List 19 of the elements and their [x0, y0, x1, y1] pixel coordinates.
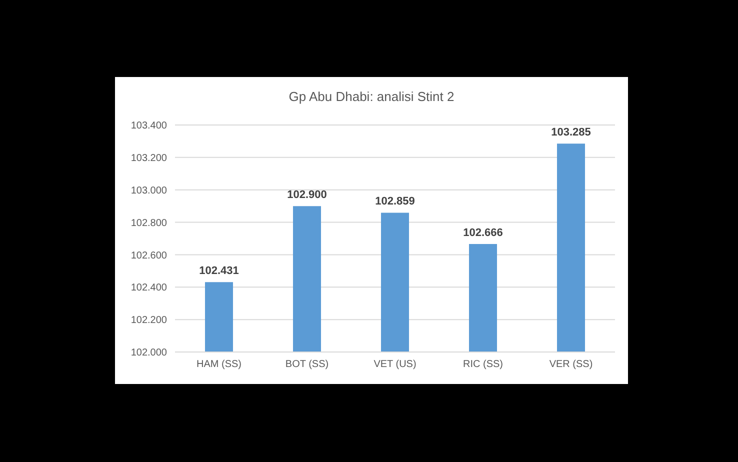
x-tick-label: RIC (SS) [463, 359, 503, 370]
y-tick-label: 103.000 [130, 185, 168, 196]
x-tick-label: VER (SS) [549, 359, 593, 370]
x-tick-label: VET (US) [374, 359, 416, 370]
data-label: 102.900 [287, 189, 327, 202]
y-tick-label: 102.200 [130, 315, 168, 326]
y-tick-label: 102.000 [130, 348, 168, 359]
y-tick-label: 102.600 [130, 250, 168, 262]
data-label: 103.285 [551, 126, 591, 139]
y-tick-label: 103.200 [130, 152, 168, 164]
x-tick-label: BOT (SS) [285, 359, 329, 370]
y-tick-label: 103.400 [130, 120, 168, 132]
x-tick-label: HAM (SS) [196, 359, 242, 370]
data-label: 102.859 [375, 196, 415, 208]
data-label: 102.431 [199, 265, 239, 278]
y-tick-label: 102.400 [130, 282, 168, 294]
y-tick-label: 102.800 [130, 218, 168, 229]
chart-title: Gp Abu Dhabi: analisi Stint 2 [288, 89, 456, 104]
data-label: 102.666 [463, 227, 503, 240]
